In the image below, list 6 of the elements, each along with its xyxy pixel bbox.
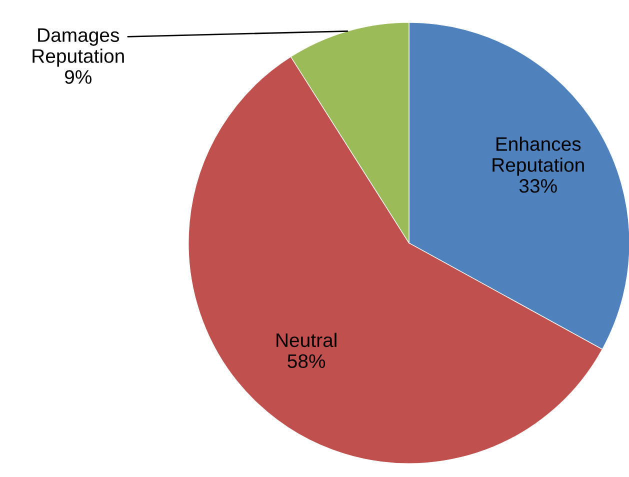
data-label: 58% <box>288 354 326 368</box>
slice-label: Enhances Reputation <box>492 136 584 176</box>
slice-label: Neutral <box>276 332 336 348</box>
data-label: 9% <box>64 70 92 84</box>
slice-label: Damages Reputation <box>32 28 124 67</box>
data-label: 33% <box>519 179 557 193</box>
